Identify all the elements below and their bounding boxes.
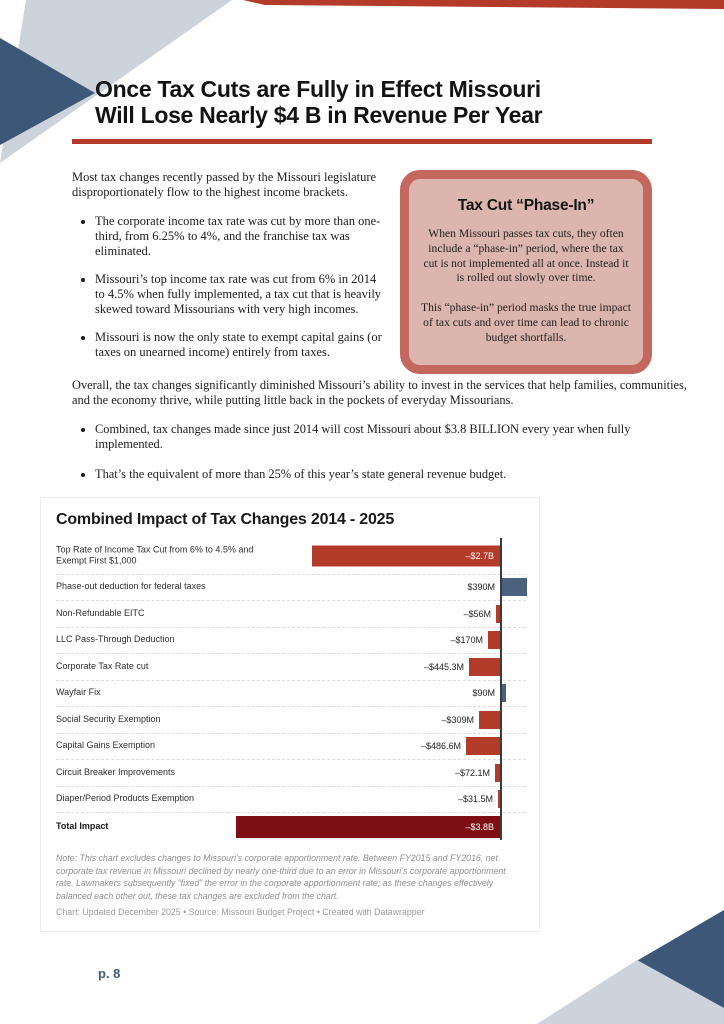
chart-value-label: –$2.7B [465,550,494,561]
page-title-line2: Will Lose Nearly $4 B in Revenue Per Yea… [95,101,543,128]
chart-row-label: Wayfair Fix [56,687,101,698]
chart-row-label: Diaper/Period Products Exemption [56,793,195,804]
chart-row-label: Non-Refundable EITC [56,608,145,619]
chart-row: Social Security Exemption –$309M [56,707,526,734]
chart-bar [488,631,500,650]
overall-paragraph: Overall, the tax changes significantly d… [72,377,687,407]
chart-title: Combined Impact of Tax Changes 2014 - 20… [56,510,395,528]
callout-paragraph-2: This “phase-in” period masks the true im… [421,301,631,344]
chart-bar [495,763,500,782]
chart-zero-axis [500,537,502,841]
chart-value-label: –$3.8B [465,821,494,832]
chart-bar [236,815,500,838]
chart-value-label: –$31.5M [457,794,493,805]
phase-in-callout-box: Tax Cut “Phase-In” When Missouri passes … [400,169,652,374]
intro-bullet: The corporate income tax rate was cut by… [95,214,384,259]
chart-row-label: Circuit Breaker Improvements [56,767,176,778]
chart-value-label: –$170M [450,635,483,646]
chart-row-label: Social Security Exemption [56,714,161,725]
intro-text-column: Most tax changes recently passed by the … [72,170,384,374]
chart-row: Phase-out deduction for federal taxes $39… [56,575,527,602]
chart-bar [479,710,500,729]
chart-bar [500,684,506,703]
intro-paragraph: Most tax changes recently passed by the … [72,169,377,199]
callout-paragraph-1: When Missouri passes tax cuts, they ofte… [423,226,629,285]
intro-bullet: Missouri’s top income tax rate was cut f… [95,272,384,317]
chart-row: Total Impact –$3.8B [56,813,526,840]
page-title: Once Tax Cuts are Fully in Effect Missou… [95,76,684,128]
chart-bar [500,578,527,597]
chart-credit: Chart: Updated December 2025 • Source: M… [56,907,425,918]
chart-value-label: –$445.3M [423,661,464,672]
chart-rows: Top Rate of Income Tax Cut from 6% to 4.… [56,537,527,841]
overall-section: Overall, the tax changes significantly d… [72,378,700,482]
overall-bullet-list: Combined, tax changes made since just 20… [72,422,700,482]
chart-value-label: $90M [472,688,495,699]
chart-value-label: –$72.1M [454,767,490,778]
chart-row-label: Phase-out deduction for federal taxes [56,581,206,592]
chart-note: Note: This chart excludes changes to Mis… [56,853,506,901]
chart-value-label: $390M [467,582,495,593]
callout-title: Tax Cut “Phase-In” [457,196,595,214]
chart-row: Circuit Breaker Improvements –$72.1M [56,760,526,787]
chart-row-label: Corporate Tax Rate cut [56,661,149,672]
chart-bar [496,604,500,623]
overall-bullet: Combined, tax changes made since just 20… [95,422,700,452]
page-number: p. 8 [98,966,121,981]
chart-row-label: Capital Gains Exemption [56,740,156,751]
intro-bullet: Missouri is now the only state to exempt… [95,330,384,360]
overall-bullet: That’s the equivalent of more than 25% o… [95,467,700,482]
chart-row-label: Top Rate of Income Tax Cut from 6% to 4.… [56,543,254,566]
chart-value-label: –$486.6M [420,741,461,752]
chart-row: Capital Gains Exemption –$486.6M [56,734,526,761]
chart-row-label: LLC Pass-Through Deduction [56,634,175,645]
chart-row: Corporate Tax Rate cut –$445.3M [56,654,526,681]
chart-bar [312,545,500,567]
intro-bullet-list: The corporate income tax rate was cut by… [72,214,384,360]
heading-accent-rule [72,138,652,144]
chart-bar [498,790,500,809]
chart-value-label: –$309M [441,714,474,725]
chart-row: Diaper/Period Products Exemption –$31.5M [56,787,526,814]
chart-row: Wayfair Fix $90M [56,681,526,708]
intro-section: Most tax changes recently passed by the … [72,169,652,374]
chart-row-label: Total Impact [56,820,109,831]
chart-row: Top Rate of Income Tax Cut from 6% to 4.… [56,538,526,575]
chart-row: Non-Refundable EITC –$56M [56,601,526,628]
chart-value-label: –$56M [463,608,491,619]
chart-card: Combined Impact of Tax Changes 2014 - 20… [40,496,540,933]
page-title-line1: Once Tax Cuts are Fully in Effect Missou… [95,76,541,102]
chart-row: LLC Pass-Through Deduction –$170M [56,628,526,655]
chart-bar [469,657,500,676]
chart-bar [466,737,500,756]
